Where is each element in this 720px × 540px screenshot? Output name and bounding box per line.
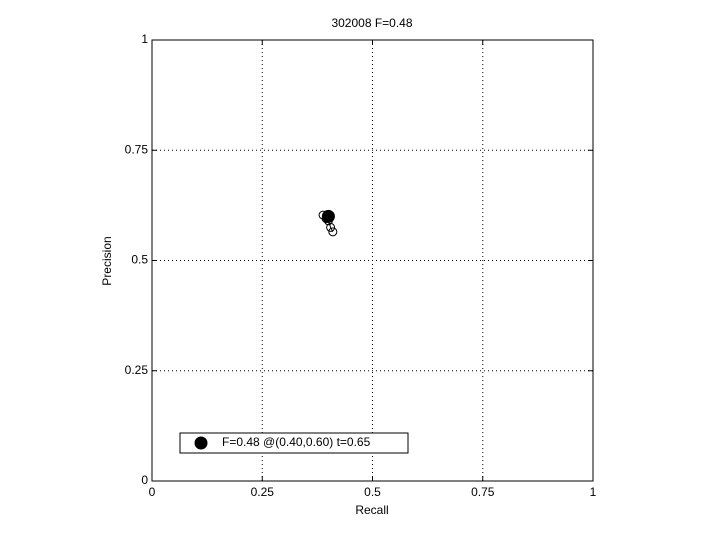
y-tick-label: 1 xyxy=(141,32,148,46)
curve-point xyxy=(328,227,338,237)
x-tick-label: 0.25 xyxy=(251,485,275,499)
y-tick-label: 0 xyxy=(141,473,148,487)
legend-box xyxy=(179,432,409,454)
y-tick-label: 0.5 xyxy=(131,253,148,267)
x-axis-label: Recall xyxy=(355,503,388,517)
legend-marker xyxy=(194,436,208,450)
legend-label: F=0.48 @(0.40,0.60) t=0.65 xyxy=(222,435,371,449)
y-tick-label: 0.25 xyxy=(125,363,149,377)
x-tick-label: 0.5 xyxy=(364,485,381,499)
legend: F=0.48 @(0.40,0.60) t=0.65 xyxy=(179,432,409,454)
y-axis-label: Precision xyxy=(100,236,114,285)
chart-title: 302008 F=0.48 xyxy=(331,16,412,30)
curve-point xyxy=(326,222,336,232)
x-tick-label: 0 xyxy=(149,485,156,499)
best-point xyxy=(321,209,335,223)
x-tick-label: 1 xyxy=(590,485,597,499)
axes-box xyxy=(151,39,594,482)
y-tick-label: 0.75 xyxy=(125,142,149,156)
x-tick-label: 0.75 xyxy=(471,485,495,499)
